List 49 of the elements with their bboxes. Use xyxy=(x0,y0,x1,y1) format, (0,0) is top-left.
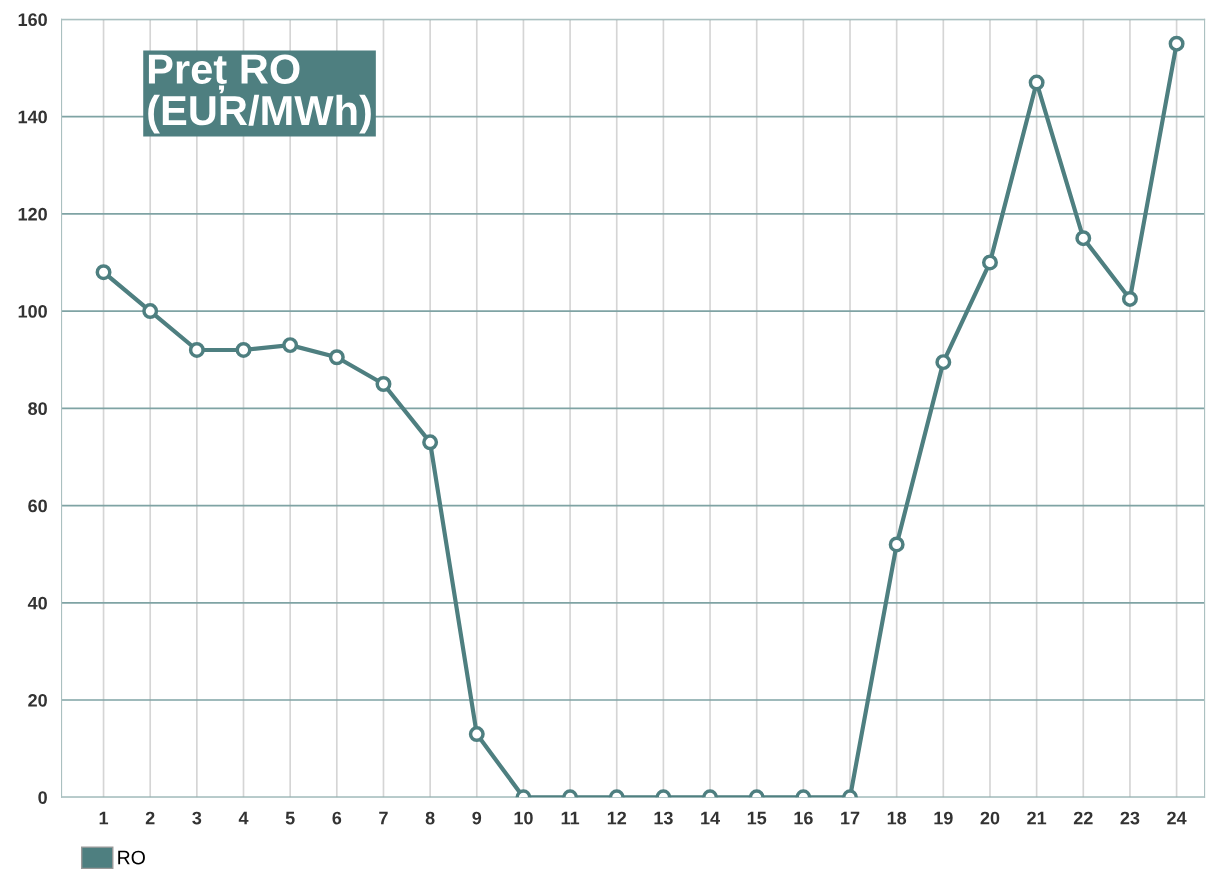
point xyxy=(1075,230,1092,247)
x-tick-label: 19 xyxy=(934,811,953,825)
y-tick-label: 120 xyxy=(18,207,47,221)
y-tick-label: 140 xyxy=(18,110,47,124)
x-tick-label: 4 xyxy=(238,811,249,825)
x-tick-label: 17 xyxy=(841,811,860,825)
point xyxy=(935,354,952,371)
point xyxy=(95,264,112,281)
point xyxy=(142,303,159,320)
point xyxy=(1028,74,1045,91)
y-tick-label: 0 xyxy=(38,791,47,804)
x-tick-label: 9 xyxy=(472,811,482,825)
x-tick-label: 13 xyxy=(654,811,673,825)
y-tick-label: 100 xyxy=(18,305,47,318)
x-tick-label: 8 xyxy=(425,811,435,825)
point xyxy=(888,536,905,553)
y-tick-label: 40 xyxy=(27,596,47,610)
x-tick-label: 22 xyxy=(1073,811,1093,825)
x-tick-label: 24 xyxy=(1167,811,1187,825)
x-tick-label: 5 xyxy=(285,811,295,825)
x-tick-label: 6 xyxy=(332,811,342,825)
point xyxy=(375,376,392,392)
x-tick-label: 2 xyxy=(145,811,155,825)
point xyxy=(422,434,439,451)
y-tick-label: 80 xyxy=(28,402,47,416)
x-tick-label: 3 xyxy=(192,811,202,825)
point xyxy=(235,341,252,358)
x-tick-label: 18 xyxy=(887,811,907,825)
x-tick-label: 11 xyxy=(561,811,580,825)
text: Preț RO (EUR/MWh) xyxy=(148,54,371,134)
point xyxy=(981,254,998,271)
point xyxy=(282,337,299,354)
y-tick-label: 60 xyxy=(28,499,47,513)
y-tick-label: 20 xyxy=(28,693,47,707)
x-tick-label: 1 xyxy=(99,811,109,825)
x-tick-label: 21 xyxy=(1027,811,1047,825)
x-tick-label: 12 xyxy=(607,811,627,825)
point xyxy=(188,341,205,358)
x-tick-label: 23 xyxy=(1120,811,1140,825)
x-tick-label: 14 xyxy=(701,811,720,825)
legend-label: RO xyxy=(118,850,145,865)
x-tick-label: 20 xyxy=(980,811,1000,825)
y-tick-label: 160 xyxy=(18,13,47,27)
point xyxy=(328,349,345,366)
x-tick-label: 16 xyxy=(794,811,813,825)
point xyxy=(1121,290,1138,307)
x-tick-label: 7 xyxy=(379,811,388,825)
x-tick-label: 15 xyxy=(747,811,767,825)
x-tick-label: 10 xyxy=(514,811,533,825)
